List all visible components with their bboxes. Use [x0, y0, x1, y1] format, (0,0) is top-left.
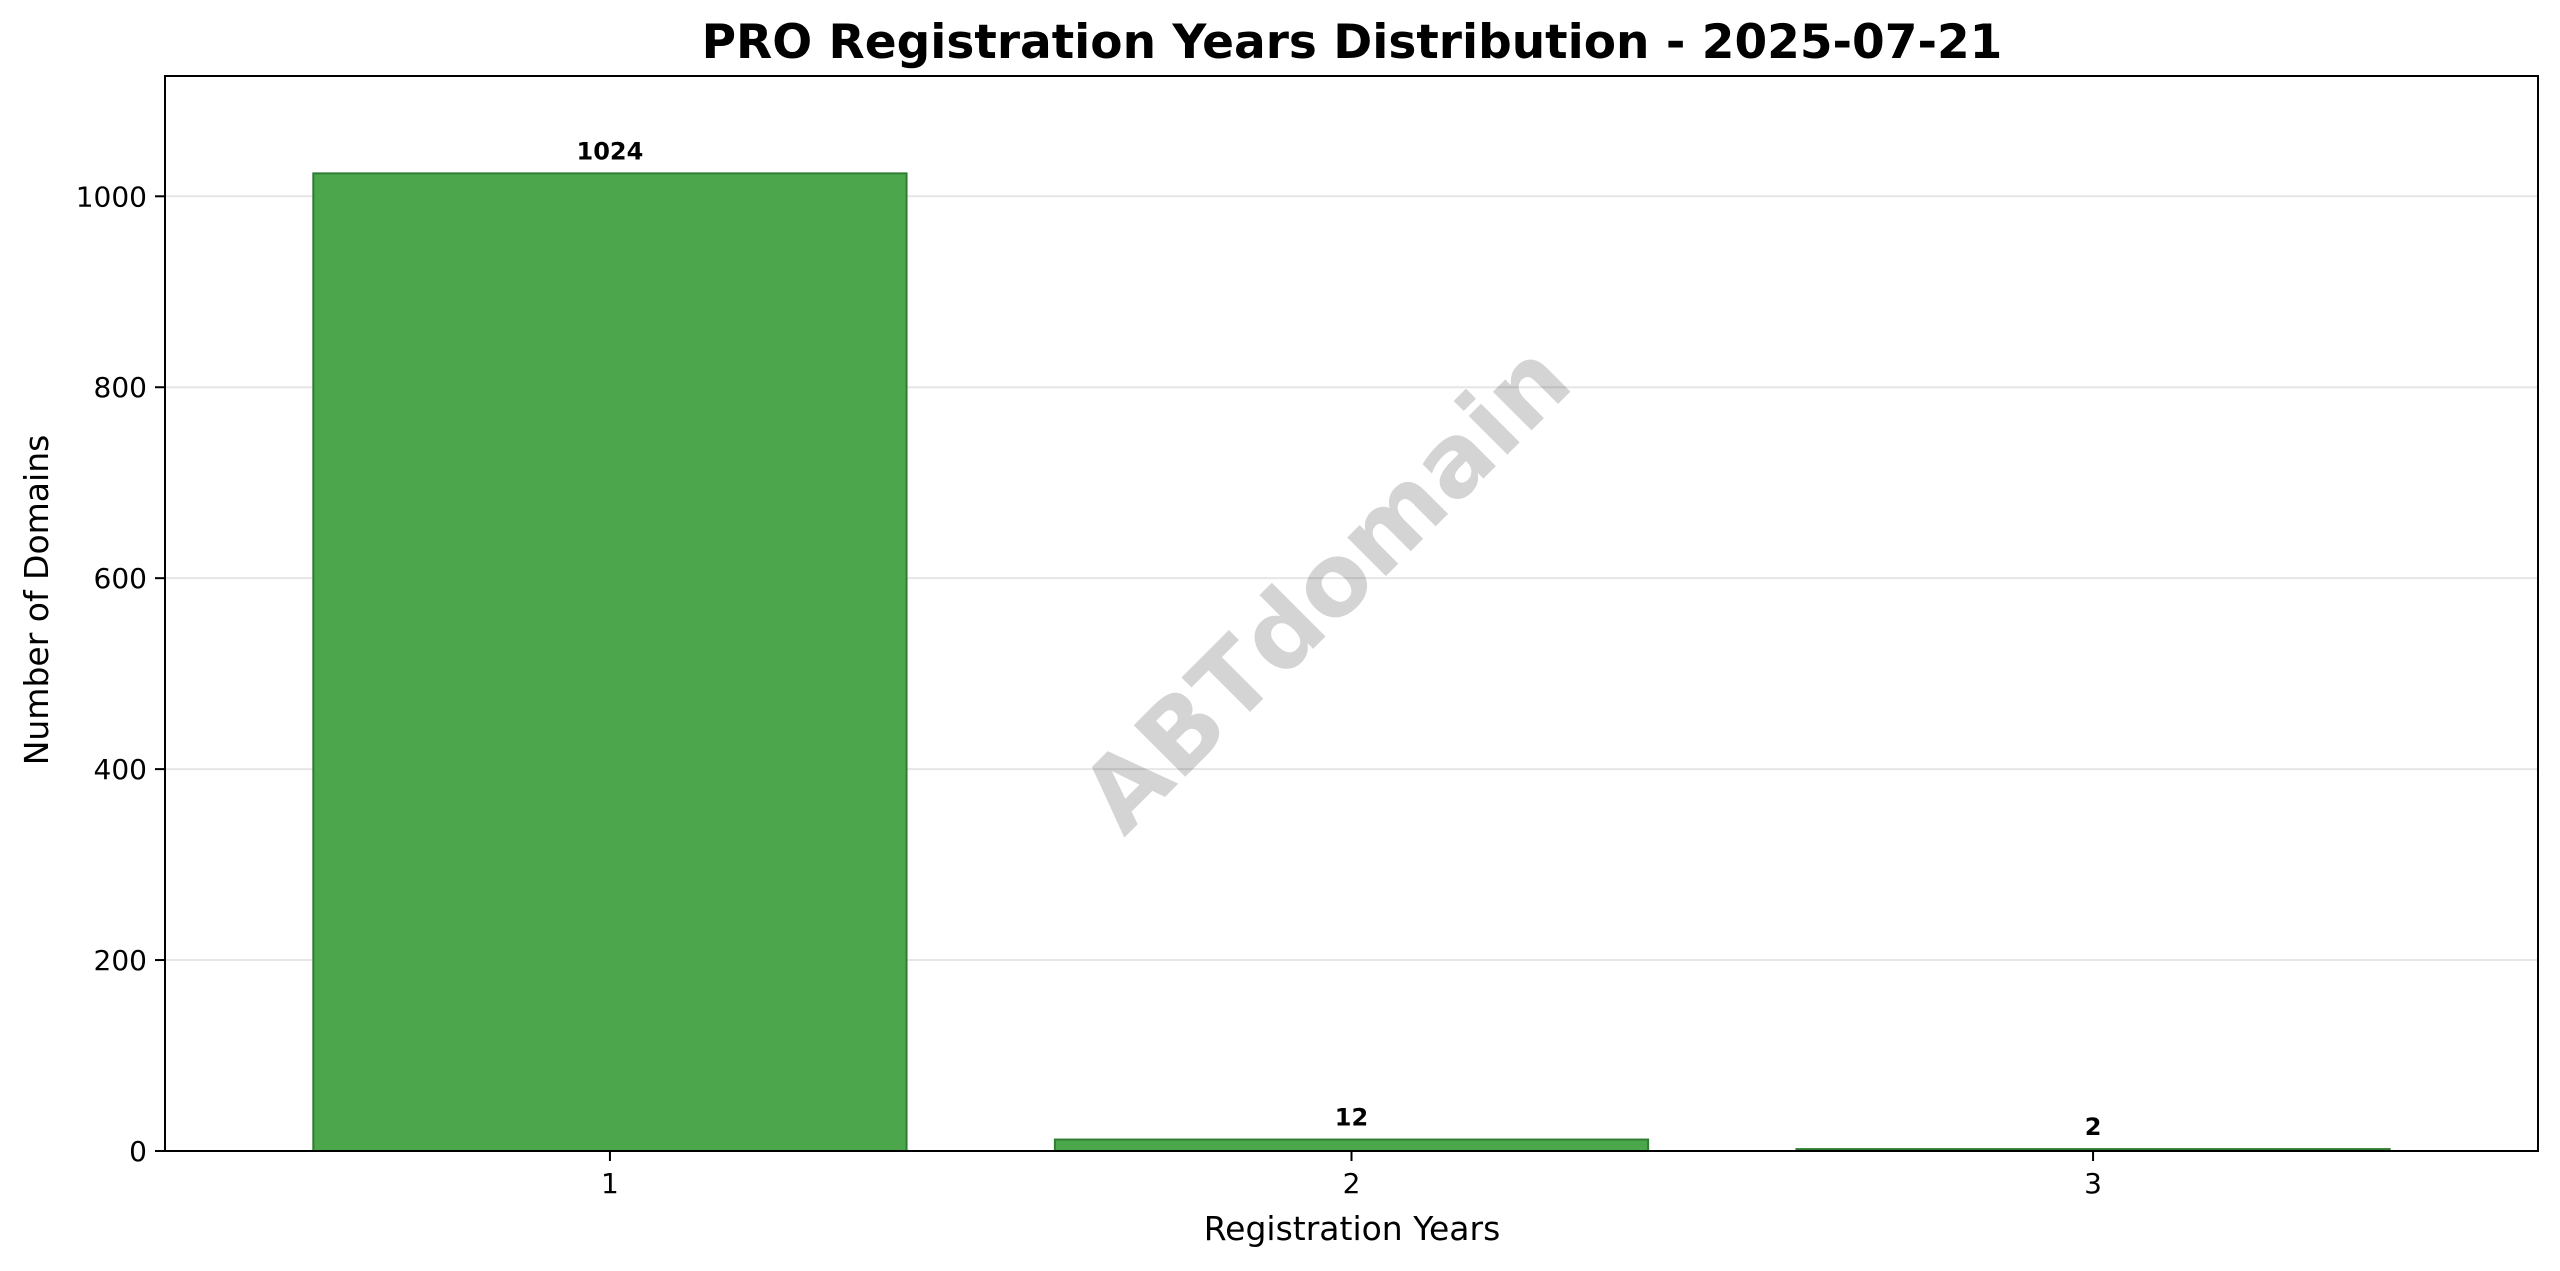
data-label: 1024	[577, 137, 644, 165]
y-tick-label: 200	[94, 944, 147, 977]
y-tick-label: 400	[94, 753, 147, 786]
bars	[312, 172, 2391, 1152]
bar	[1053, 1138, 1650, 1152]
x-tick-label: 3	[2084, 1167, 2102, 1200]
bar	[312, 172, 908, 1152]
x-axis-label: Registration Years	[1204, 1209, 1501, 1248]
data-label: 2	[2085, 1113, 2102, 1141]
data-labels: 1024 12 2	[577, 137, 2102, 1141]
y-axis-ticks: 0 200 400 600 800 1000	[76, 180, 165, 1168]
chart-title: PRO Registration Years Distribution - 20…	[702, 15, 2003, 70]
x-axis-ticks: 1 2 3	[601, 1151, 2102, 1200]
x-tick-label: 1	[601, 1167, 619, 1200]
y-tick-label: 800	[94, 371, 147, 404]
y-tick-label: 600	[94, 562, 147, 595]
data-label: 12	[1335, 1104, 1368, 1132]
x-tick-label: 2	[1343, 1167, 1361, 1200]
y-axis-label: Number of Domains	[17, 435, 56, 766]
y-tick-label: 0	[129, 1135, 147, 1168]
watermark-text: ABTdomain	[1058, 320, 1593, 855]
y-tick-label: 1000	[76, 180, 147, 213]
